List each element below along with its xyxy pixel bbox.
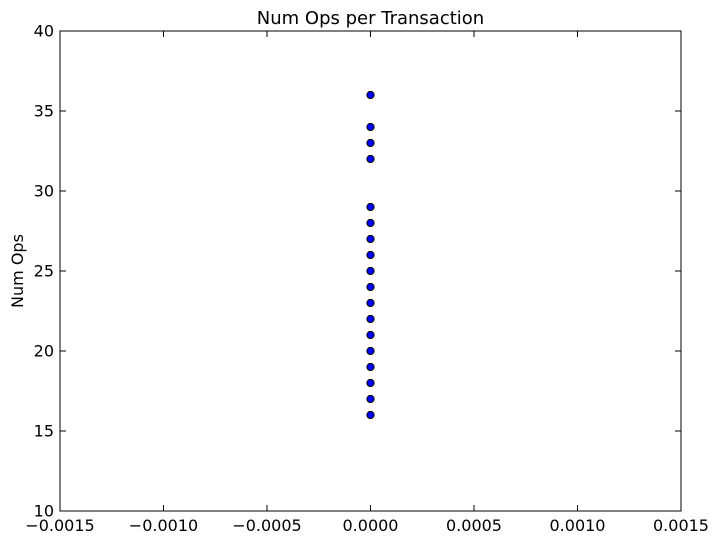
x-tick-label: 0.0000 (343, 516, 399, 535)
scatter-point (366, 394, 375, 404)
scatter-point (366, 154, 375, 164)
scatter-points (366, 90, 375, 420)
y-tick-label: 30 (34, 182, 54, 201)
x-axis-tick-labels: −0.0015 −0.0010 −0.0005 0.0000 0.0005 0.0010 0… (25, 516, 709, 535)
y-tick-label: 15 (34, 422, 54, 441)
scatter-point (366, 250, 375, 260)
scatter-point (366, 234, 375, 244)
chart-title: Num Ops per Transaction (257, 8, 484, 29)
scatter-point (366, 138, 375, 148)
scatter-point (366, 410, 375, 420)
y-tick-label: 40 (34, 22, 54, 41)
scatter-point (366, 362, 375, 372)
scatter-point (366, 314, 375, 324)
x-tick-label: −0.0015 (25, 516, 94, 535)
x-tick-label: −0.0010 (129, 516, 198, 535)
scatter-point (366, 378, 375, 388)
scatter-point (366, 218, 375, 228)
scatter-point (366, 298, 375, 308)
y-axis-tick-labels: 10 15 20 25 30 35 40 (34, 22, 54, 521)
scatter-point (366, 202, 375, 212)
scatter-point (366, 282, 375, 292)
x-tick-label: 0.0010 (550, 516, 606, 535)
y-tick-label: 20 (34, 342, 54, 361)
scatter-point (366, 330, 375, 340)
y-tick-label: 35 (34, 102, 54, 121)
y-axis-title: Num Ops (8, 234, 27, 308)
x-tick-label: 0.0005 (446, 516, 502, 535)
x-tick-label: 0.0015 (653, 516, 709, 535)
x-tick-label: −0.0005 (232, 516, 301, 535)
axis-ticks (59, 30, 682, 512)
scatter-point (366, 90, 375, 100)
scatter-point (366, 122, 375, 132)
y-tick-label: 25 (34, 262, 54, 281)
scatter-point (366, 266, 375, 276)
y-tick-label: 10 (34, 502, 54, 521)
scatter-point (366, 346, 375, 356)
